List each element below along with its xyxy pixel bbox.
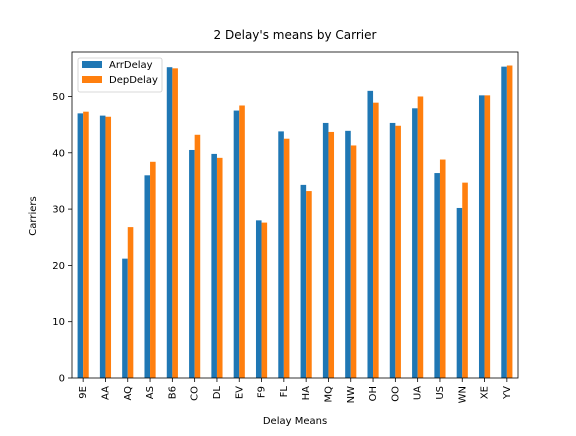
bar [166, 67, 173, 378]
bar [127, 227, 134, 378]
bar [216, 157, 223, 378]
bar [478, 95, 485, 378]
y-axis-label: Carriers [28, 196, 39, 235]
bar [239, 105, 245, 379]
bar [506, 65, 513, 378]
y-tick-label: 30 [52, 205, 65, 216]
bar [373, 102, 379, 379]
x-tick-label: AS [145, 386, 156, 399]
bar [417, 96, 424, 378]
bar [99, 115, 106, 379]
bar [105, 116, 112, 378]
y-tick-label: 0 [59, 374, 65, 385]
bar [172, 68, 178, 378]
plot-area: 9E AA AQ AS B6 CO DL EV F9 FL HA MQ NW OH OO UA US WN XE YV… [52, 51, 519, 403]
bar [345, 130, 351, 378]
bar [122, 258, 128, 378]
legend: ArrDelay DepDelay [77, 57, 163, 93]
plot-frame [71, 51, 519, 379]
bar [322, 122, 329, 378]
x-tick-label: F9 [257, 386, 268, 398]
x-tick-label: US [435, 386, 446, 400]
legend-swatch [82, 61, 102, 68]
bar [306, 191, 312, 378]
x-tick-label: NW [346, 386, 357, 403]
bar [350, 145, 357, 378]
x-tick-label: AQ [123, 386, 134, 401]
y-tick-label: 40 [52, 148, 65, 159]
y-tick-label: 10 [52, 317, 65, 328]
bar [412, 108, 418, 379]
bar [278, 131, 284, 378]
y-tick-label: 50 [52, 92, 65, 103]
bar [328, 131, 335, 378]
x-tick-label: MQ [323, 386, 334, 403]
x-tick-label: OO [390, 386, 401, 402]
bar [194, 134, 201, 378]
bar [484, 95, 491, 378]
bar [462, 182, 468, 378]
x-axis-label: Delay Means [263, 416, 327, 427]
legend-label: DepDelay [109, 75, 158, 86]
legend-swatch [82, 76, 102, 83]
x-tick-label: B6 [167, 386, 178, 399]
legend-label: ArrDelay [109, 60, 153, 71]
bar [389, 122, 396, 378]
bar [395, 125, 401, 378]
x-tick-label: 9E [78, 386, 89, 399]
bar [144, 175, 151, 378]
bar [189, 149, 195, 378]
x-tick-label: AA [100, 386, 111, 400]
bar [261, 222, 268, 378]
bar [434, 173, 440, 378]
bar [77, 113, 84, 379]
bar [283, 138, 290, 378]
bar [83, 111, 89, 379]
bar [501, 66, 507, 378]
bar [367, 90, 374, 378]
bar [439, 159, 446, 378]
x-tick-label: HA [301, 386, 312, 401]
x-tick-label: YV [502, 386, 513, 400]
chart-title: 2 Delay's means by Carrier [214, 28, 377, 42]
bar [150, 161, 156, 378]
x-tick-label: XE [480, 386, 491, 399]
x-tick-label: EV [234, 386, 245, 399]
x-tick-label: FL [279, 386, 290, 398]
x-tick-label: WN [457, 386, 468, 403]
bar [300, 184, 307, 378]
x-tick-label: OH [368, 386, 379, 401]
y-tick-label: 20 [52, 261, 65, 272]
bar [456, 207, 463, 378]
bar [255, 220, 262, 378]
x-tick-label: CO [190, 386, 201, 401]
bar [211, 153, 217, 378]
x-tick-label: DL [212, 386, 223, 400]
x-tick-label: UA [413, 386, 424, 400]
bar [233, 110, 240, 378]
